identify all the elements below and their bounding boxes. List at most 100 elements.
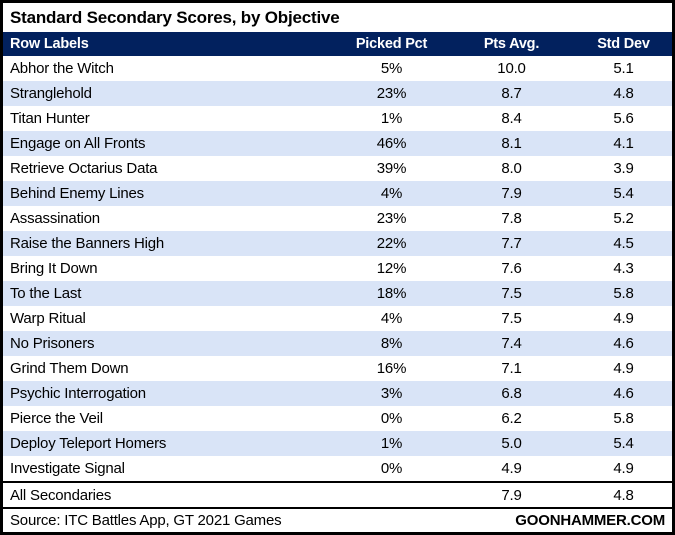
cell-std-dev: 4.8: [613, 85, 634, 102]
table-row: Bring It Down 12% 7.6 4.3: [3, 256, 672, 281]
cell-std-dev: 5.2: [613, 210, 634, 227]
table-row: Behind Enemy Lines 4% 7.9 5.4: [3, 181, 672, 206]
table-row: Deploy Teleport Homers 1% 5.0 5.4: [3, 431, 672, 456]
cell-row-label: Psychic Interrogation: [10, 385, 146, 402]
cell-std-dev: 4.1: [613, 135, 634, 152]
cell-picked-pct: 8%: [380, 335, 403, 352]
total-row-std-dev: 4.8: [613, 486, 634, 504]
total-row-pts-avg: 7.9: [501, 486, 522, 504]
table-row: Stranglehold 23% 8.7 4.8: [3, 81, 672, 106]
cell-std-dev: 4.3: [613, 260, 634, 277]
table-row: Engage on All Fronts 46% 8.1 4.1: [3, 131, 672, 156]
cell-picked-pct: 39%: [376, 160, 407, 177]
cell-row-label: Abhor the Witch: [10, 60, 114, 77]
cell-pts-avg: 6.8: [501, 385, 522, 402]
cell-pts-avg: 7.5: [501, 285, 522, 302]
cell-std-dev: 5.4: [613, 185, 634, 202]
cell-std-dev: 4.6: [613, 335, 634, 352]
cell-row-label: Deploy Teleport Homers: [10, 435, 167, 452]
table-row: Retrieve Octarius Data 39% 8.0 3.9: [3, 156, 672, 181]
cell-row-label: To the Last: [10, 285, 82, 302]
cell-row-label: Titan Hunter: [10, 110, 90, 127]
table-row: Raise the Banners High 22% 7.7 4.5: [3, 231, 672, 256]
cell-pts-avg: 5.0: [501, 435, 522, 452]
cell-pts-avg: 7.7: [501, 235, 522, 252]
table-row: Pierce the Veil 0% 6.2 5.8: [3, 406, 672, 431]
table-row: Abhor the Witch 5% 10.0 5.1: [3, 56, 672, 81]
cell-picked-pct: 0%: [380, 410, 403, 427]
cell-std-dev: 4.9: [613, 460, 634, 477]
cell-picked-pct: 5%: [380, 60, 403, 77]
cell-row-label: Grind Them Down: [10, 360, 129, 377]
page-title: Standard Secondary Scores, by Objective: [10, 7, 340, 27]
table-row: To the Last 18% 7.5 5.8: [3, 281, 672, 306]
cell-pts-avg: 7.5: [501, 310, 522, 327]
table-row: Grind Them Down 16% 7.1 4.9: [3, 356, 672, 381]
cell-pts-avg: 6.2: [501, 410, 522, 427]
table-row: Psychic Interrogation 3% 6.8 4.6: [3, 381, 672, 406]
cell-std-dev: 4.5: [613, 235, 634, 252]
cell-std-dev: 4.9: [613, 360, 634, 377]
table-body: Abhor the Witch 5% 10.0 5.1 Stranglehold 23% 8…: [3, 56, 672, 481]
cell-std-dev: 5.8: [613, 410, 634, 427]
cell-pts-avg: 7.6: [501, 260, 522, 277]
cell-row-label: No Prisoners: [10, 335, 95, 352]
table-row: Titan Hunter 1% 8.4 5.6: [3, 106, 672, 131]
table-row: Warp Ritual 4% 7.5 4.9: [3, 306, 672, 331]
cell-std-dev: 5.8: [613, 285, 634, 302]
cell-picked-pct: 16%: [376, 360, 407, 377]
brand-text: GOONHAMMER.COM: [515, 512, 665, 529]
cell-pts-avg: 8.1: [501, 135, 522, 152]
table-row: No Prisoners 8% 7.4 4.6: [3, 331, 672, 356]
cell-row-label: Retrieve Octarius Data: [10, 160, 158, 177]
cell-std-dev: 4.9: [613, 310, 634, 327]
column-header-picked-pct: Picked Pct: [355, 36, 428, 52]
source-text: Source: ITC Battles App, GT 2021 Games: [10, 512, 282, 529]
cell-picked-pct: 23%: [376, 210, 407, 227]
cell-picked-pct: 3%: [380, 385, 403, 402]
cell-pts-avg: 8.7: [501, 85, 522, 102]
cell-picked-pct: 1%: [380, 110, 403, 127]
cell-row-label: Engage on All Fronts: [10, 135, 146, 152]
cell-picked-pct: 46%: [376, 135, 407, 152]
cell-row-label: Bring It Down: [10, 260, 98, 277]
cell-std-dev: 3.9: [613, 160, 634, 177]
cell-row-label: Warp Ritual: [10, 310, 86, 327]
cell-pts-avg: 7.1: [501, 360, 522, 377]
cell-std-dev: 5.6: [613, 110, 634, 127]
column-header-row-labels: Row Labels: [10, 36, 89, 52]
cell-picked-pct: 4%: [380, 310, 403, 327]
cell-picked-pct: 22%: [376, 235, 407, 252]
table-footer: Source: ITC Battles App, GT 2021 Games G…: [3, 509, 672, 532]
cell-std-dev: 5.4: [613, 435, 634, 452]
cell-pts-avg: 8.0: [501, 160, 522, 177]
table-header-row: Row Labels Picked Pct Pts Avg. Std Dev: [3, 32, 672, 56]
cell-std-dev: 5.1: [613, 60, 634, 77]
cell-pts-avg: 7.9: [501, 185, 522, 202]
cell-picked-pct: 4%: [380, 185, 403, 202]
cell-std-dev: 4.6: [613, 385, 634, 402]
column-header-pts-avg: Pts Avg.: [483, 36, 540, 52]
cell-row-label: Raise the Banners High: [10, 235, 165, 252]
cell-pts-avg: 7.8: [501, 210, 522, 227]
total-row: All Secondaries 7.9 4.8: [3, 481, 672, 509]
column-header-std-dev: Std Dev: [597, 36, 650, 52]
cell-row-label: Pierce the Veil: [10, 410, 103, 427]
cell-picked-pct: 23%: [376, 85, 407, 102]
table-row: Assassination 23% 7.8 5.2: [3, 206, 672, 231]
cell-pts-avg: 7.4: [501, 335, 522, 352]
cell-row-label: Assassination: [10, 210, 100, 227]
cell-picked-pct: 1%: [380, 435, 403, 452]
cell-pts-avg: 10.0: [497, 60, 526, 77]
cell-pts-avg: 4.9: [501, 460, 522, 477]
table-row: Investigate Signal 0% 4.9 4.9: [3, 456, 672, 481]
cell-picked-pct: 12%: [376, 260, 407, 277]
cell-picked-pct: 18%: [376, 285, 407, 302]
total-row-label: All Secondaries: [10, 486, 112, 504]
cell-row-label: Behind Enemy Lines: [10, 185, 144, 202]
cell-row-label: Investigate Signal: [10, 460, 125, 477]
cell-row-label: Stranglehold: [10, 85, 92, 102]
cell-picked-pct: 0%: [380, 460, 403, 477]
cell-pts-avg: 8.4: [501, 110, 522, 127]
